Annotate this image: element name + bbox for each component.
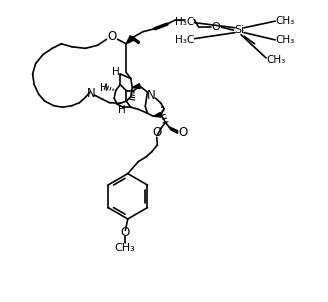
Text: O: O <box>108 30 117 43</box>
Text: H: H <box>118 105 126 115</box>
Polygon shape <box>126 36 134 44</box>
Text: Si: Si <box>234 25 244 35</box>
Text: CH₃: CH₃ <box>276 16 295 26</box>
Text: O: O <box>120 226 129 239</box>
Text: H₃C: H₃C <box>175 35 194 45</box>
Text: H₃C: H₃C <box>175 17 194 27</box>
Text: CH₃: CH₃ <box>276 35 295 45</box>
Text: N: N <box>87 87 95 100</box>
Polygon shape <box>132 84 140 88</box>
Text: CH₃: CH₃ <box>267 55 286 66</box>
Text: H: H <box>100 82 108 93</box>
Text: O: O <box>212 22 220 32</box>
Text: H: H <box>112 67 119 78</box>
Text: O: O <box>178 126 187 140</box>
Text: N: N <box>147 88 156 102</box>
Polygon shape <box>154 112 161 117</box>
Text: CH₃: CH₃ <box>114 243 135 253</box>
Text: O: O <box>152 126 161 140</box>
